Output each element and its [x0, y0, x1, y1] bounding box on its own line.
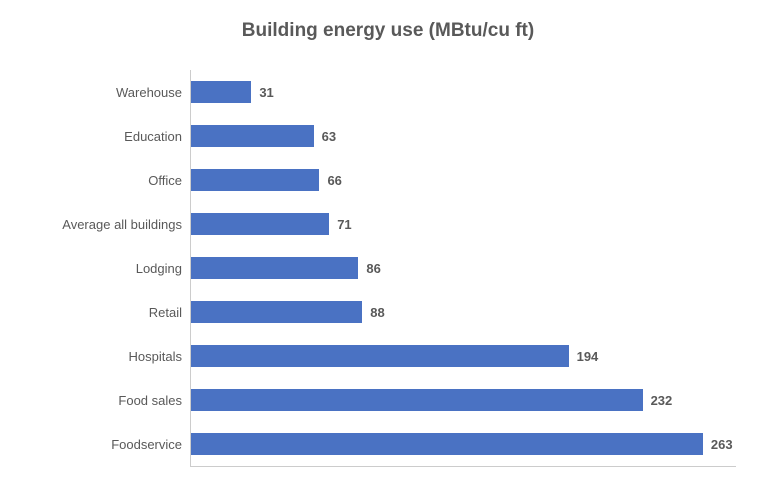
bar-row: Food sales 232: [40, 378, 736, 422]
bar-row: Average all buildings 71: [40, 202, 736, 246]
x-axis: [40, 466, 736, 467]
bar-track: 88: [190, 290, 736, 334]
bar-row: Retail 88: [40, 290, 736, 334]
value-label: 194: [577, 349, 599, 364]
bar-track: 194: [190, 334, 736, 378]
bar-track: 66: [190, 158, 736, 202]
value-label: 66: [327, 173, 341, 188]
bar: [191, 433, 703, 455]
bar: [191, 301, 362, 323]
bar-row: Office 66: [40, 158, 736, 202]
bar: [191, 125, 314, 147]
chart-area: Warehouse 31 Education 63 Office 66 Aver…: [40, 70, 736, 467]
category-label: Lodging: [40, 261, 190, 276]
bar: [191, 389, 643, 411]
value-label: 88: [370, 305, 384, 320]
value-label: 63: [322, 129, 336, 144]
bar-row: Hospitals 194: [40, 334, 736, 378]
bar: [191, 213, 329, 235]
value-label: 263: [711, 437, 733, 452]
category-label: Office: [40, 173, 190, 188]
category-label: Education: [40, 129, 190, 144]
category-label: Foodservice: [40, 437, 190, 452]
bar-row: Lodging 86: [40, 246, 736, 290]
bar-row: Education 63: [40, 114, 736, 158]
bar-track: 263: [190, 422, 736, 466]
bar: [191, 169, 319, 191]
bar-row: Foodservice 263: [40, 422, 736, 466]
bar-track: 71: [190, 202, 736, 246]
category-label: Hospitals: [40, 349, 190, 364]
value-label: 71: [337, 217, 351, 232]
bar: [191, 257, 358, 279]
bar-row: Warehouse 31: [40, 70, 736, 114]
bar-track: 232: [190, 378, 736, 422]
bar-track: 31: [190, 70, 736, 114]
category-label: Average all buildings: [40, 217, 190, 232]
value-label: 232: [651, 393, 673, 408]
bar: [191, 345, 569, 367]
category-label: Warehouse: [40, 85, 190, 100]
category-label: Food sales: [40, 393, 190, 408]
chart-title: Building energy use (MBtu/cu ft): [40, 20, 736, 42]
category-label: Retail: [40, 305, 190, 320]
bar: [191, 81, 251, 103]
bar-track: 86: [190, 246, 736, 290]
value-label: 86: [366, 261, 380, 276]
value-label: 31: [259, 85, 273, 100]
bar-track: 63: [190, 114, 736, 158]
